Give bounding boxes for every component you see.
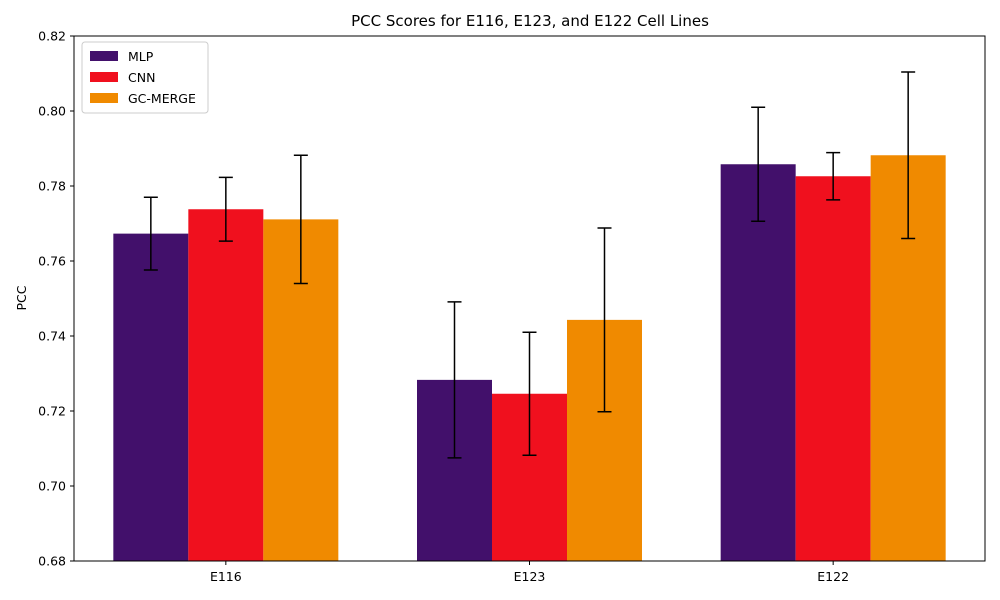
legend-label: GC-MERGE <box>128 91 196 106</box>
y-tick-label: 0.74 <box>38 329 66 344</box>
x-tick-label: E123 <box>514 569 546 584</box>
y-tick-label: 0.82 <box>38 29 66 44</box>
y-tick-label: 0.70 <box>38 479 66 494</box>
legend-swatch <box>90 72 118 82</box>
y-axis-title: PCC <box>14 285 29 310</box>
x-tick-label: E122 <box>817 569 849 584</box>
y-tick-label: 0.80 <box>38 104 66 119</box>
bar-cnn-e116 <box>188 209 264 561</box>
y-tick-label: 0.72 <box>38 404 66 419</box>
y-tick-label: 0.68 <box>38 554 66 569</box>
bar-mlp-e116 <box>113 233 189 561</box>
legend-label: MLP <box>128 49 154 64</box>
legend-swatch <box>90 51 118 61</box>
x-tick-label: E116 <box>210 569 242 584</box>
legend: MLP CNN GC-MERGE <box>81 41 209 114</box>
legend-label: CNN <box>128 70 155 85</box>
y-tick-label: 0.76 <box>38 254 66 269</box>
bar-cnn-e122 <box>795 176 871 561</box>
legend-swatch <box>90 93 118 103</box>
chart-title: PCC Scores for E116, E123, and E122 Cell… <box>351 12 709 30</box>
bar-mlp-e122 <box>720 164 796 561</box>
plot-area: 0.68 0.70 0.72 0.74 0.76 0.78 0.80 0.82 E116 E123… <box>38 29 986 584</box>
y-tick-label: 0.78 <box>38 179 66 194</box>
